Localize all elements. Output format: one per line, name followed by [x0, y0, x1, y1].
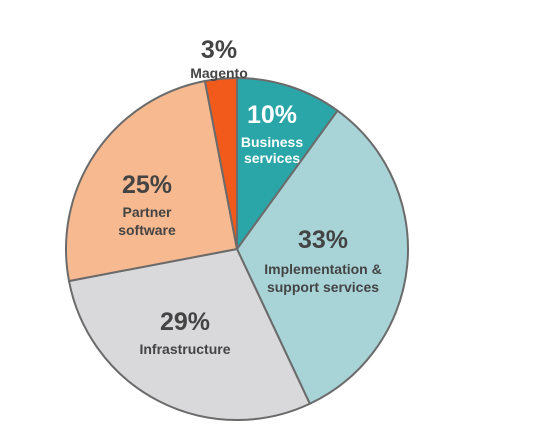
slice-percent-label: 33% [298, 226, 348, 254]
slice-category-label: services [244, 150, 300, 166]
slice-category-label: software [118, 222, 176, 238]
pie-slice [235, 109, 410, 406]
pie-slice [236, 76, 339, 253]
slice-category-label: Business [241, 134, 303, 150]
slice-percent-label: 25% [122, 171, 172, 199]
slice-percent-label: 3% [201, 36, 237, 64]
slice-percent-label: 10% [247, 101, 297, 129]
pie-slice [203, 76, 238, 250]
slice-category-label: Implementation & [264, 261, 381, 277]
pie-slice [67, 247, 312, 422]
slice-category-label: Infrastructure [139, 341, 230, 357]
slice-category-label: Partner [122, 204, 172, 220]
slice-category-label: Magento [190, 65, 248, 81]
slice-category-label: support services [267, 279, 379, 295]
slice-percent-label: 29% [160, 308, 210, 336]
pie-slice [65, 79, 239, 283]
